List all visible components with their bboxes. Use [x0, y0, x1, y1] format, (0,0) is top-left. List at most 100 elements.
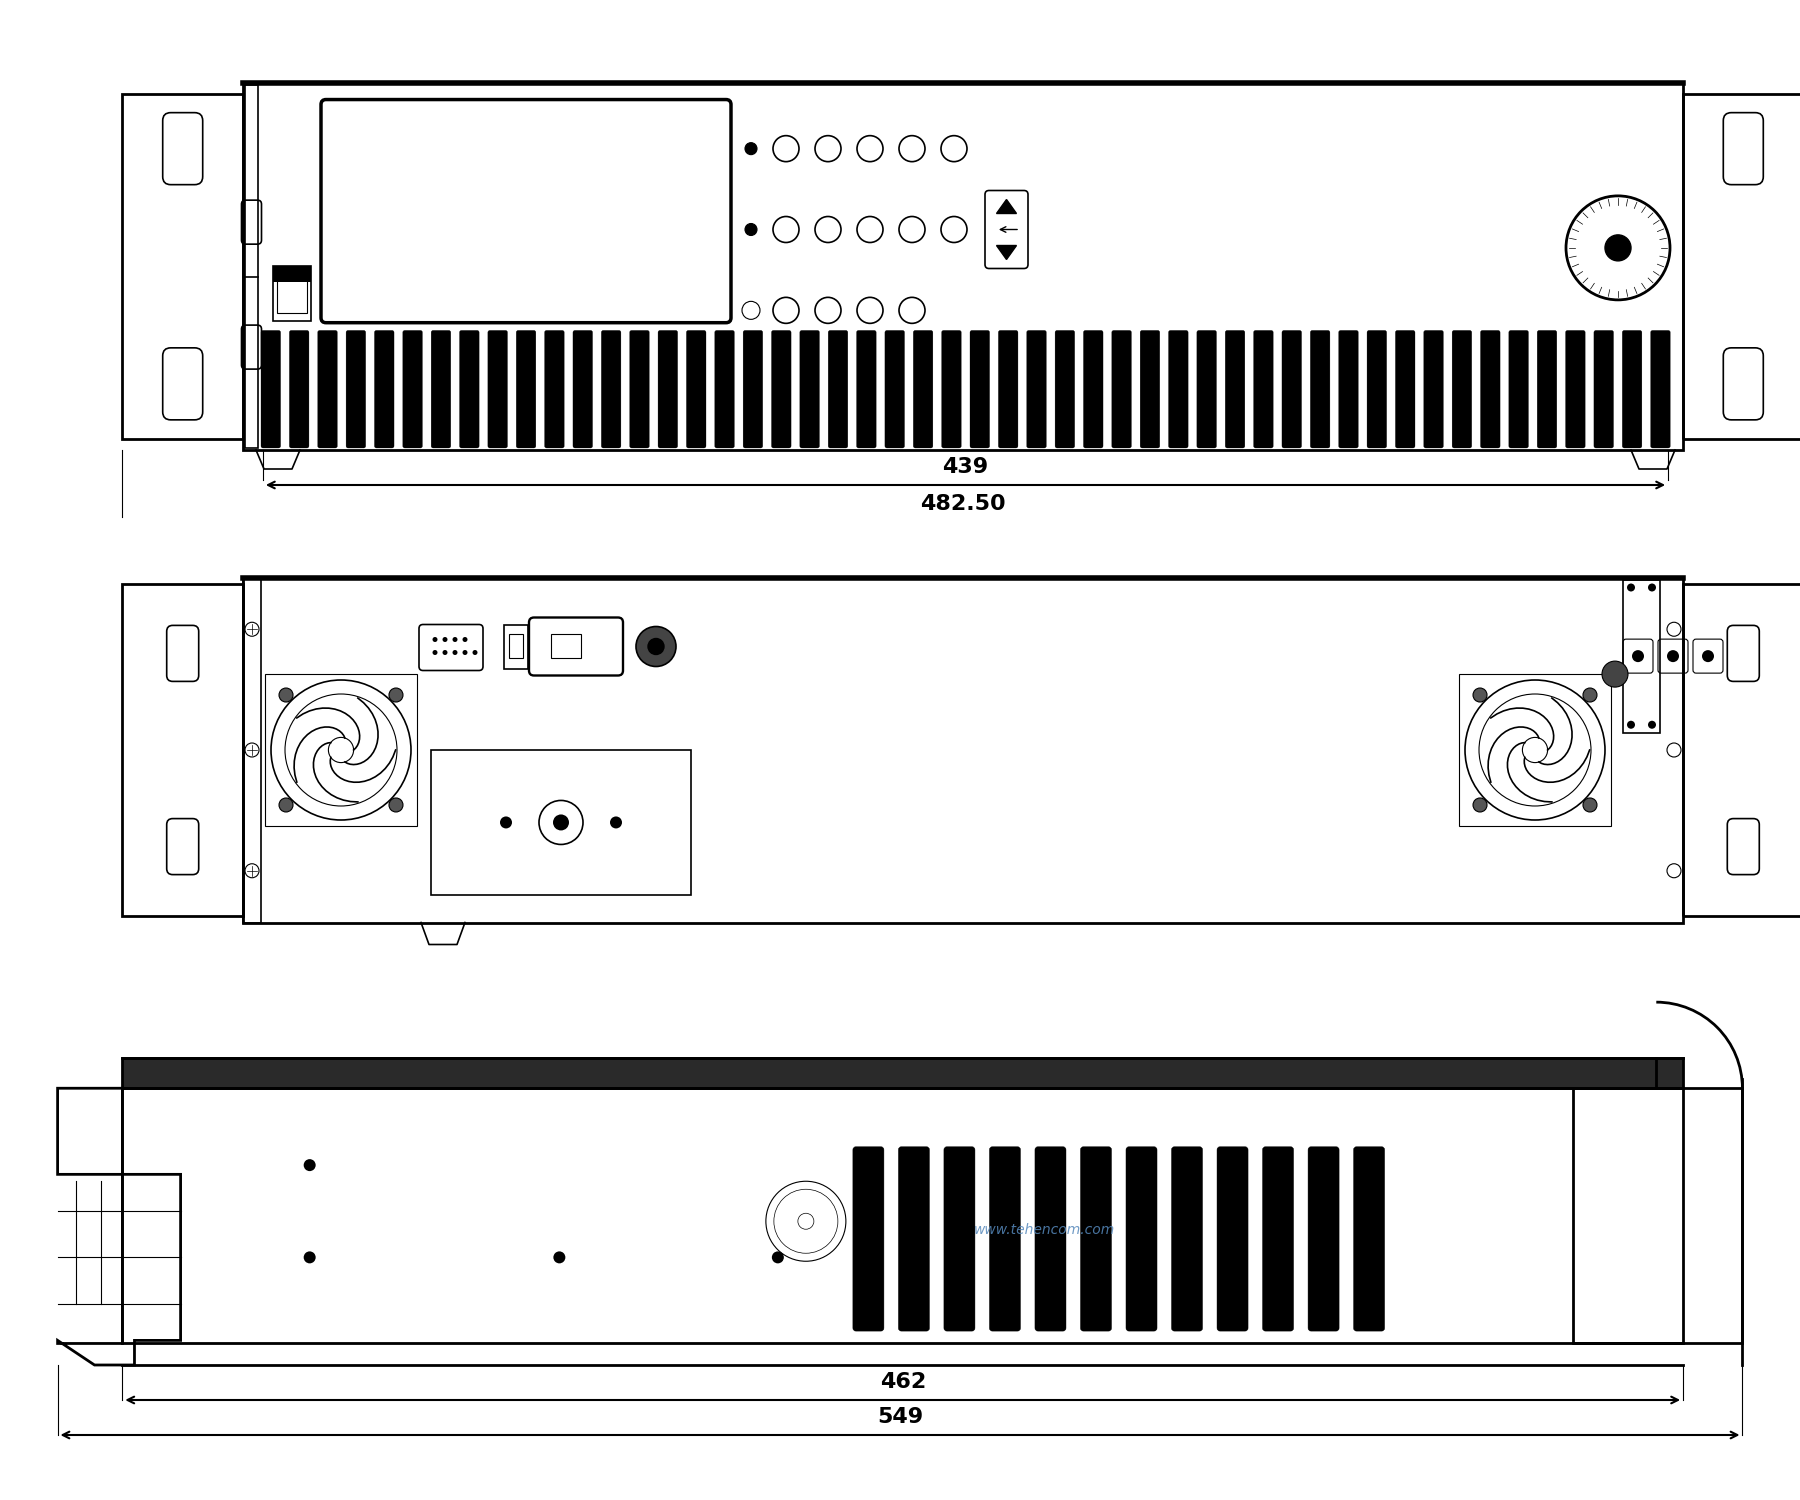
Circle shape [432, 638, 437, 642]
FancyBboxPatch shape [990, 1146, 1021, 1330]
Text: 462: 462 [880, 1372, 925, 1392]
Circle shape [452, 638, 457, 642]
FancyBboxPatch shape [659, 330, 677, 448]
FancyBboxPatch shape [1595, 330, 1613, 448]
FancyBboxPatch shape [1035, 1146, 1066, 1330]
FancyBboxPatch shape [1127, 1146, 1157, 1330]
Bar [1460, 674, 1611, 826]
Circle shape [304, 1160, 315, 1172]
Bar [243, 82, 1683, 450]
Circle shape [463, 638, 468, 642]
Circle shape [443, 638, 448, 642]
Bar [274, 267, 311, 282]
FancyBboxPatch shape [799, 330, 819, 448]
FancyBboxPatch shape [828, 330, 848, 448]
FancyBboxPatch shape [1055, 330, 1075, 448]
Circle shape [1627, 584, 1634, 591]
FancyBboxPatch shape [374, 330, 394, 448]
Circle shape [1606, 236, 1631, 261]
FancyBboxPatch shape [941, 330, 961, 448]
Circle shape [1649, 584, 1656, 591]
FancyBboxPatch shape [1480, 330, 1499, 448]
Circle shape [1472, 798, 1487, 812]
FancyBboxPatch shape [943, 1146, 976, 1330]
Circle shape [389, 688, 403, 702]
Circle shape [610, 816, 623, 828]
Circle shape [472, 650, 477, 656]
FancyBboxPatch shape [1226, 330, 1246, 448]
FancyBboxPatch shape [1084, 330, 1103, 448]
Bar [551, 634, 581, 658]
FancyBboxPatch shape [1395, 330, 1415, 448]
Bar [1683, 585, 1800, 915]
Circle shape [279, 688, 293, 702]
FancyBboxPatch shape [715, 330, 734, 448]
FancyBboxPatch shape [1026, 330, 1046, 448]
FancyBboxPatch shape [857, 330, 877, 448]
Bar [245, 84, 257, 448]
FancyBboxPatch shape [999, 330, 1019, 448]
FancyBboxPatch shape [1168, 330, 1188, 448]
Circle shape [1582, 688, 1597, 702]
Text: 482.50: 482.50 [920, 494, 1006, 514]
FancyBboxPatch shape [572, 330, 592, 448]
FancyBboxPatch shape [1566, 330, 1586, 448]
FancyBboxPatch shape [1424, 330, 1444, 448]
Bar [122, 1058, 1683, 1089]
Bar [277, 274, 308, 314]
Circle shape [745, 224, 758, 236]
FancyBboxPatch shape [319, 330, 337, 448]
Circle shape [463, 650, 468, 656]
FancyBboxPatch shape [601, 330, 621, 448]
FancyBboxPatch shape [1453, 330, 1472, 448]
FancyBboxPatch shape [1309, 1146, 1339, 1330]
Circle shape [304, 1251, 315, 1263]
FancyBboxPatch shape [970, 330, 990, 448]
FancyBboxPatch shape [1282, 330, 1301, 448]
Circle shape [452, 650, 457, 656]
Bar [274, 267, 311, 321]
Circle shape [432, 650, 437, 656]
Circle shape [1667, 650, 1679, 662]
FancyBboxPatch shape [1217, 1146, 1247, 1330]
FancyBboxPatch shape [432, 330, 450, 448]
Polygon shape [997, 200, 1017, 213]
Circle shape [1602, 662, 1627, 687]
Bar [122, 1089, 1683, 1344]
FancyBboxPatch shape [743, 330, 763, 448]
Bar [122, 585, 243, 915]
FancyBboxPatch shape [1339, 330, 1359, 448]
FancyBboxPatch shape [1197, 330, 1217, 448]
Bar [243, 578, 1683, 922]
FancyBboxPatch shape [290, 330, 310, 448]
Circle shape [635, 627, 677, 666]
FancyBboxPatch shape [1310, 330, 1330, 448]
FancyBboxPatch shape [1262, 1146, 1294, 1330]
FancyBboxPatch shape [1622, 330, 1642, 448]
Circle shape [443, 650, 448, 656]
Text: 439: 439 [943, 458, 988, 477]
Circle shape [1627, 722, 1634, 729]
Bar [1573, 1089, 1742, 1344]
Circle shape [745, 142, 758, 154]
FancyBboxPatch shape [630, 330, 650, 448]
FancyBboxPatch shape [1354, 1146, 1384, 1330]
Circle shape [772, 1251, 783, 1263]
FancyBboxPatch shape [1080, 1146, 1112, 1330]
Bar [122, 93, 243, 440]
FancyBboxPatch shape [853, 1146, 884, 1330]
Bar [509, 634, 524, 658]
FancyBboxPatch shape [459, 330, 479, 448]
FancyBboxPatch shape [913, 330, 932, 448]
Circle shape [553, 815, 569, 831]
FancyBboxPatch shape [772, 330, 790, 448]
Circle shape [648, 639, 664, 654]
Circle shape [1649, 722, 1656, 729]
Bar [243, 578, 261, 922]
Text: 549: 549 [877, 1407, 923, 1426]
Circle shape [1703, 650, 1714, 662]
FancyBboxPatch shape [1172, 1146, 1202, 1330]
FancyBboxPatch shape [686, 330, 706, 448]
Bar [1683, 93, 1800, 440]
FancyBboxPatch shape [1537, 330, 1557, 448]
